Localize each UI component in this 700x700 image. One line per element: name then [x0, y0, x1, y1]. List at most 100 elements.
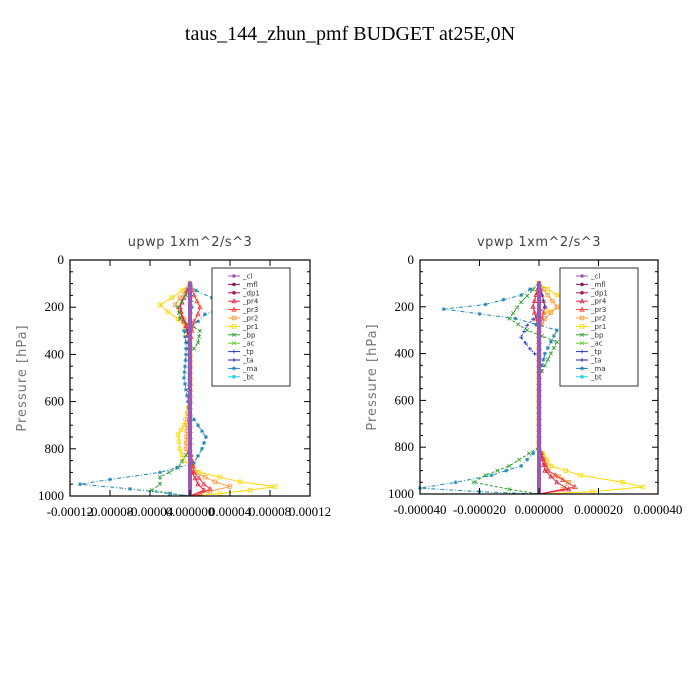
series-marker-cl	[188, 334, 192, 339]
series-marker-pr2	[172, 302, 178, 308]
series-marker-cl	[537, 386, 541, 391]
series-marker-cl	[537, 404, 541, 409]
series-marker-ma	[534, 322, 539, 327]
series-marker-cl	[537, 451, 541, 455]
y-tick-label: 400	[45, 346, 65, 361]
series-marker-ac	[579, 341, 585, 346]
series-marker-dp1	[580, 291, 584, 295]
series-marker-cl	[188, 293, 192, 298]
series-marker-cl	[537, 427, 541, 432]
series-marker-cl	[537, 322, 541, 327]
legend-label-dp1: _dp1	[590, 289, 608, 297]
series-marker-cl	[188, 452, 192, 457]
series-marker-cl	[537, 410, 541, 414]
vpwp-panel: vpwp 1xm^2/s^3 Pressure [hPa] 0 200 400 600 80…	[365, 235, 682, 517]
series-marker-cl	[188, 399, 192, 404]
series-marker-bp	[177, 316, 183, 322]
legend-label-ma: _ma	[242, 365, 258, 373]
series-marker-bp	[157, 482, 163, 487]
series-marker-bp	[183, 293, 189, 298]
panel-title: upwp 1xm^2/s^3	[128, 235, 253, 250]
x-tick-label: 0.00004	[209, 504, 252, 519]
series-marker-pr1	[175, 432, 181, 437]
series-marker-cl	[537, 398, 541, 403]
series-marker-bp	[548, 351, 553, 356]
legend-label-mfl: _mfl	[242, 281, 258, 289]
series-marker-tp	[531, 317, 536, 322]
series-marker-pr1	[272, 484, 278, 489]
series-marker-bp	[195, 340, 201, 345]
series-marker-ma	[196, 453, 200, 458]
series-marker-cl	[537, 457, 541, 461]
legend-label-pr2: _pr2	[242, 315, 258, 323]
series-group	[78, 280, 278, 497]
series-marker-ma	[580, 366, 584, 371]
series-marker-pr4	[192, 475, 198, 481]
series-marker-bp	[495, 468, 500, 473]
series-marker-tp	[232, 349, 236, 354]
series-marker-pr1	[247, 487, 253, 493]
series-marker-pr4	[201, 487, 207, 493]
y-tick-label: 0	[408, 252, 415, 267]
series-marker-pr3	[231, 306, 237, 312]
series-marker-pr1	[157, 302, 163, 308]
legend-label-mfl: _mfl	[590, 281, 606, 289]
series-marker-cl	[188, 447, 192, 451]
series-marker-pr1	[217, 474, 223, 480]
series-marker-cl	[537, 416, 541, 420]
legend-label-ta: _ta	[590, 357, 602, 365]
series-marker-pr4	[540, 461, 547, 467]
series-marker-cl	[537, 392, 541, 397]
series-marker-cl	[537, 334, 541, 338]
series-marker-tp	[519, 335, 524, 340]
series-marker-ma	[528, 287, 533, 292]
series-marker-ma	[542, 351, 547, 356]
series-marker-cl	[537, 462, 541, 467]
series-marker-ma	[184, 340, 188, 345]
legend-label-pr4: _pr4	[590, 298, 607, 306]
series-marker-pr2	[202, 474, 208, 480]
series-marker-dp1	[232, 291, 236, 295]
x-tick-label: -0.00012	[47, 504, 94, 519]
series-marker-cl	[537, 357, 541, 362]
series-marker-cl	[188, 370, 192, 374]
series-marker-ma	[192, 460, 196, 465]
x-tick-label: 0.000000	[166, 504, 215, 519]
legend-label-cl: _cl	[590, 273, 600, 281]
series-marker-tp	[580, 349, 584, 354]
series-marker-bp	[516, 322, 521, 327]
series-marker-cl	[232, 274, 236, 278]
series-marker-pr4	[181, 294, 187, 300]
series-marker-ma	[184, 346, 188, 351]
series-marker-pr4	[531, 309, 538, 315]
series-marker-ta	[232, 358, 236, 362]
series-marker-cl	[537, 375, 541, 379]
series-marker-bp	[175, 305, 181, 310]
series-marker-bp	[157, 475, 163, 480]
y-axis-label: Pressure [hPa]	[15, 324, 30, 431]
legend-label-bp: _bp	[590, 331, 604, 339]
x-tick-label: 0.00008	[249, 504, 291, 519]
y-tick-label: 400	[395, 346, 415, 361]
series-marker-ma	[192, 417, 196, 422]
legend-label-pr4: _pr4	[242, 298, 259, 306]
series-marker-pr1	[169, 295, 175, 300]
series-marker-cl	[188, 358, 192, 363]
series-marker-pr1	[177, 446, 183, 451]
series-marker-pr3	[540, 309, 547, 315]
series-marker-cl	[188, 417, 192, 422]
series-marker-cl	[537, 422, 541, 426]
series-marker-pr3	[560, 476, 566, 482]
series-marker-ma	[182, 376, 186, 380]
series-marker-cl	[537, 381, 541, 385]
legend-label-ac: _ac	[590, 340, 603, 348]
series-marker-pr3	[191, 318, 197, 324]
series-marker-bp	[183, 453, 189, 458]
series-marker-bp	[519, 300, 524, 305]
series-marker-cl	[188, 352, 192, 357]
series-marker-ma	[519, 293, 524, 298]
series-marker-pr4	[530, 303, 536, 309]
x-tick-label: 0.000020	[574, 502, 623, 517]
series-marker-cl	[188, 388, 192, 392]
series-marker-ma	[551, 334, 556, 339]
